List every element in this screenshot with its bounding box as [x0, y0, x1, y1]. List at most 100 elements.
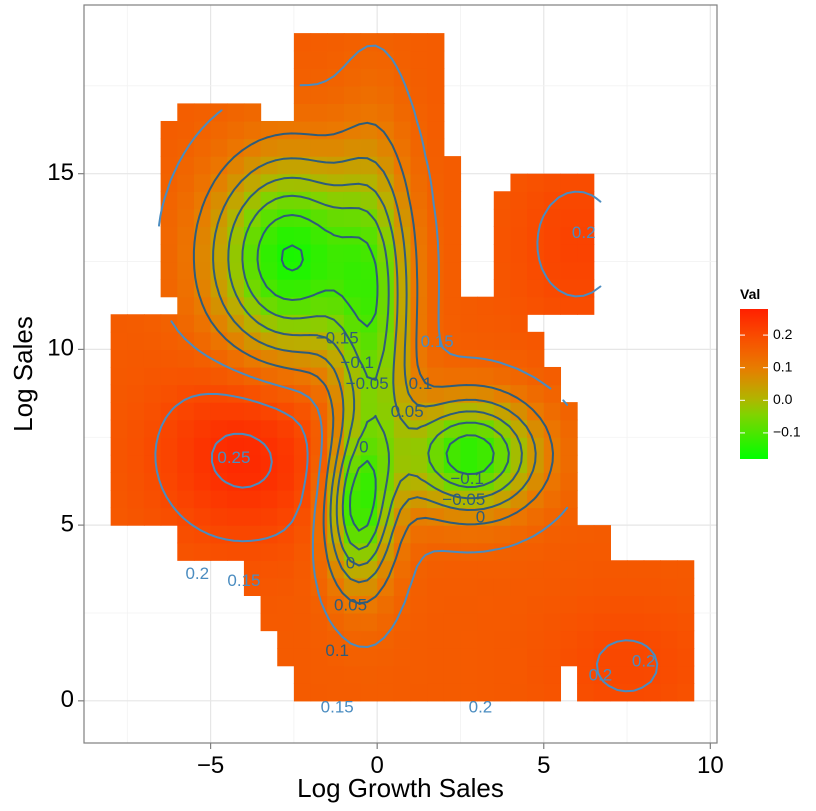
heatmap-tile: [260, 577, 278, 596]
heatmap-tile: [427, 349, 445, 368]
heatmap-tile: [160, 156, 178, 175]
heatmap-tile: [393, 243, 412, 263]
heatmap-tile: [310, 279, 328, 298]
heatmap-tile: [493, 560, 512, 579]
heatmap-tile: [527, 402, 545, 421]
heatmap-tile: [360, 279, 378, 298]
heatmap-tile: [243, 349, 262, 368]
heatmap-tile: [477, 454, 495, 473]
heatmap-tile: [660, 630, 678, 649]
heatmap-tile: [243, 577, 262, 596]
heatmap-tile: [127, 402, 145, 421]
heatmap-tile: [443, 314, 462, 333]
heatmap-tile: [493, 525, 512, 544]
heatmap-tile: [377, 156, 395, 175]
heatmap-tile: [227, 138, 245, 157]
heatmap-tile: [493, 226, 512, 245]
heatmap-tile: [327, 525, 345, 544]
heatmap-tile: [460, 454, 478, 473]
heatmap-tile: [160, 472, 178, 491]
heatmap-tile: [310, 208, 328, 227]
heatmap-tile: [427, 612, 445, 632]
heatmap-tile: [277, 630, 295, 649]
heatmap-tile: [410, 296, 428, 315]
contour-label: 0.05: [391, 402, 424, 421]
heatmap-tile: [577, 208, 595, 227]
heatmap-tile: [493, 208, 512, 227]
heatmap-tile: [427, 296, 445, 315]
heatmap-tile: [277, 525, 295, 544]
heatmap-tile: [293, 33, 312, 52]
heatmap-tile: [510, 560, 528, 579]
heatmap-tile: [610, 665, 628, 684]
heatmap-tile: [293, 525, 312, 544]
heatmap-tile: [627, 683, 645, 702]
heatmap-tile: [227, 542, 245, 561]
heatmap-tile: [360, 120, 378, 140]
heatmap-tile: [393, 349, 412, 368]
heatmap-tile: [343, 630, 362, 649]
heatmap-tile: [377, 437, 395, 456]
heatmap-tile: [193, 472, 212, 491]
heatmap-tile: [327, 612, 345, 632]
heatmap-tile: [593, 525, 611, 544]
heatmap-tile: [310, 542, 328, 561]
heatmap-tile: [293, 226, 312, 245]
heatmap-tile: [110, 454, 128, 473]
heatmap-tile: [460, 331, 478, 350]
heatmap-tile: [543, 577, 562, 596]
heatmap-tile: [127, 507, 145, 526]
heatmap-tile: [210, 542, 228, 561]
heatmap-tile: [160, 454, 178, 473]
heatmap-tile: [543, 525, 562, 544]
heatmap-tile: [293, 630, 312, 649]
heatmap-tile: [627, 612, 645, 632]
heatmap-tile: [127, 384, 145, 403]
heatmap-tile: [260, 560, 278, 579]
heatmap-tile: [127, 489, 145, 509]
heatmap-tile: [527, 296, 545, 315]
heatmap-tile: [327, 85, 345, 104]
heatmap-tile: [177, 261, 195, 280]
heatmap-tile: [427, 314, 445, 333]
heatmap-tile: [510, 314, 528, 333]
heatmap-tile: [243, 331, 262, 350]
heatmap-tile: [460, 577, 478, 596]
heatmap-tile: [427, 665, 445, 684]
heatmap-tile: [493, 683, 512, 702]
contour-label: 0.2: [632, 652, 656, 671]
heatmap-tile: [243, 402, 262, 421]
heatmap-tile: [410, 208, 428, 227]
legend-ticks: 0.2 0.1 0.0 −0.1: [740, 326, 801, 440]
heatmap-tile: [543, 665, 562, 684]
heatmap-tile: [560, 560, 578, 579]
heatmap-tile: [493, 454, 512, 473]
heatmap-tile: [460, 525, 478, 544]
heatmap-tile: [560, 542, 578, 561]
heatmap-tile: [210, 349, 228, 368]
heatmap-tile: [627, 595, 645, 614]
heatmap-tile: [177, 349, 195, 368]
heatmap-tile: [677, 630, 695, 649]
heatmap-tile: [510, 208, 528, 227]
heatmap-tile: [427, 577, 445, 596]
heatmap-tile: [277, 419, 295, 438]
heatmap-tile: [260, 612, 278, 632]
heatmap-tile: [327, 683, 345, 702]
heatmap-tile: [543, 243, 562, 263]
heatmap-tile: [360, 507, 378, 526]
heatmap-tile: [377, 472, 395, 491]
heatmap-tile: [593, 542, 611, 561]
heatmap-tile: [177, 243, 195, 263]
heatmap-tile: [177, 419, 195, 438]
heatmap-tile: [143, 349, 162, 368]
heatmap-tile: [527, 331, 545, 350]
heatmap-tile: [443, 577, 462, 596]
heatmap-tile: [343, 138, 362, 157]
heatmap-tile: [193, 349, 212, 368]
heatmap-tile: [377, 384, 395, 403]
heatmap-tile: [227, 349, 245, 368]
heatmap-tile: [277, 472, 295, 491]
heatmap-tile: [177, 156, 195, 175]
heatmap-tile: [193, 156, 212, 175]
